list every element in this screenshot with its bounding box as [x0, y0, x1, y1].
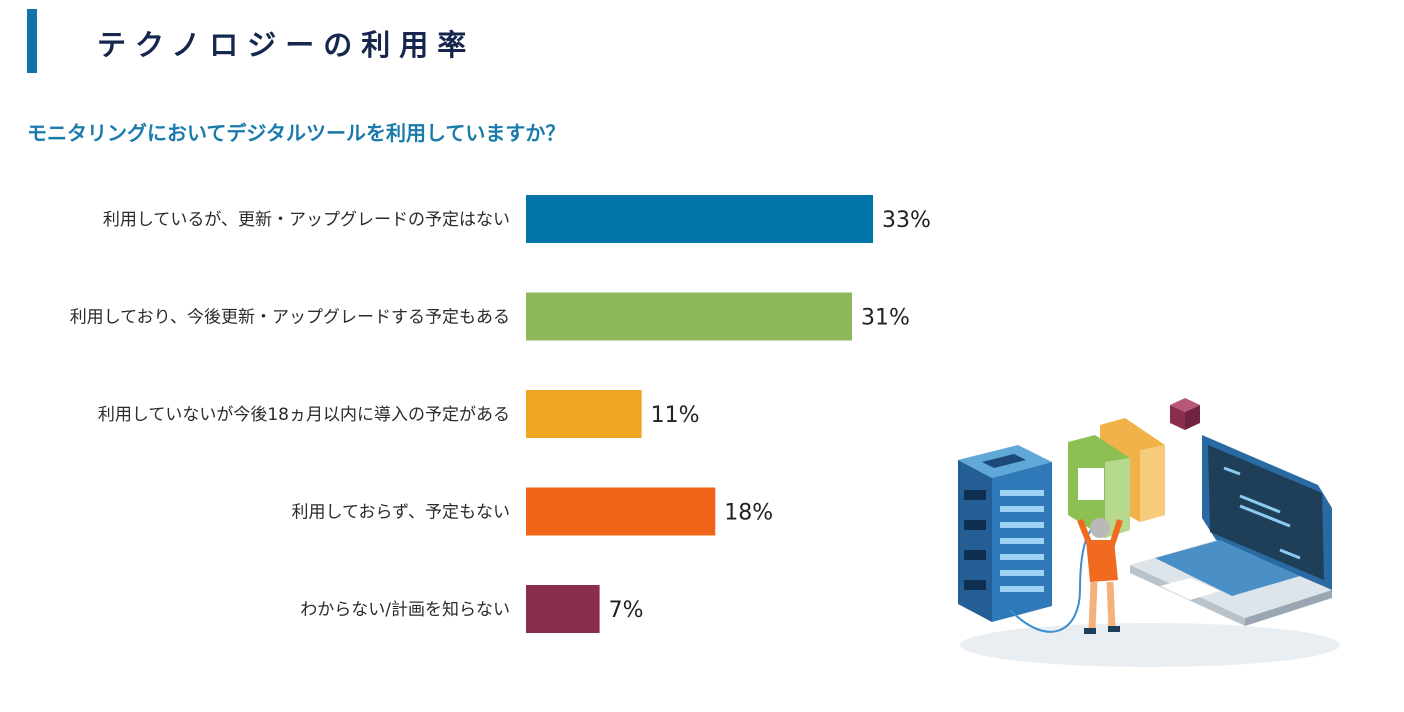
bar: [526, 585, 600, 633]
value-label: 31%: [861, 306, 910, 331]
category-label: 利用しておらず、予定もない: [292, 503, 510, 523]
category-label: 利用していないが今後18ヵ月以内に導入の予定がある: [98, 405, 510, 425]
bar: [526, 195, 873, 243]
bar-chart: 利用しているが、更新・アップグレードの予定はない 33% 利用しており、今後更新・ア…: [70, 195, 931, 633]
value-label: 18%: [724, 501, 773, 526]
server-laptop-technician-icon: [958, 398, 1340, 667]
bars-group: 利用しているが、更新・アップグレードの予定はない 33% 利用しており、今後更新・ア…: [70, 195, 931, 633]
category-label: わからない/計画を知らない: [300, 600, 510, 620]
bar: [526, 487, 716, 536]
title-accent-bar: [27, 9, 37, 73]
category-label: 利用しているが、更新・アップグレードの予定はない: [103, 210, 510, 230]
bar: [526, 292, 852, 341]
category-label: 利用しており、今後更新・アップグレードする予定もある: [70, 308, 510, 328]
page-title: テクノロジーの利用率: [97, 28, 476, 62]
value-label: 7%: [609, 598, 644, 623]
value-label: 11%: [651, 403, 700, 428]
bar: [526, 390, 642, 438]
value-label: 33%: [882, 208, 931, 233]
survey-question: モニタリングにおいてデジタルツールを利用していますか？: [27, 121, 566, 145]
